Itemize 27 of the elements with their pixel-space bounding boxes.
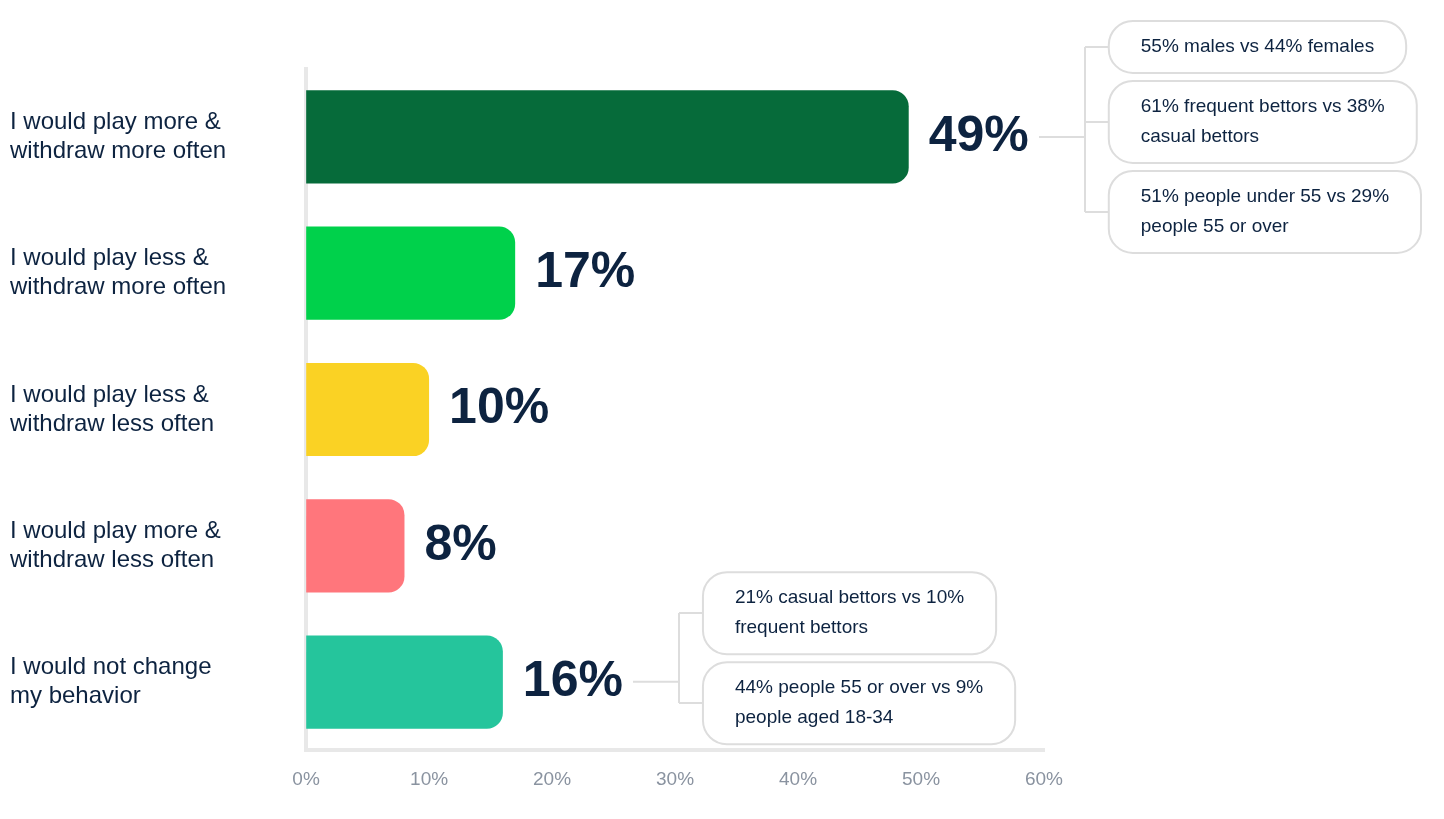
x-tick-label: 20% xyxy=(533,767,572,789)
y-tick-label: I would play less & withdraw less often xyxy=(9,379,215,436)
x-tick-label: 50% xyxy=(902,767,941,789)
data-label: 10% xyxy=(449,378,550,435)
x-tick-label: 60% xyxy=(1024,767,1064,789)
data-label: 49% xyxy=(928,105,1029,162)
y-tick-label: I would not change my behavior xyxy=(10,652,212,709)
annotation: 44% people 55 or over vs 9% people aged 18-34 xyxy=(734,676,984,728)
bar xyxy=(306,499,405,593)
y-tick-label: I would play more & withdraw less often xyxy=(9,516,221,572)
data-label: 16% xyxy=(522,650,623,707)
bar xyxy=(306,362,430,457)
bar xyxy=(306,90,909,184)
x-tick-label: 0% xyxy=(292,767,320,789)
bar xyxy=(306,635,503,729)
text: 51% people under 55 vs 29% people 55 or over xyxy=(1140,185,1390,237)
data-label: 17% xyxy=(535,242,636,298)
text: 55% males vs 44% females xyxy=(1140,35,1375,57)
x-tick-label: 10% xyxy=(410,767,449,789)
x-tick-label: 30% xyxy=(656,767,695,789)
annotation: 21% casual bettors vs 10% frequent bettors xyxy=(734,586,965,638)
y-tick-label: I would play more & withdraw more often xyxy=(9,107,227,163)
bar xyxy=(306,226,516,320)
data-label: 8% xyxy=(424,514,497,571)
x-tick-label: 40% xyxy=(779,767,818,789)
text: 61% frequent bettors vs 38% casual bettors xyxy=(1140,95,1385,147)
y-tick-label: I would play less & withdraw more often xyxy=(9,243,227,300)
